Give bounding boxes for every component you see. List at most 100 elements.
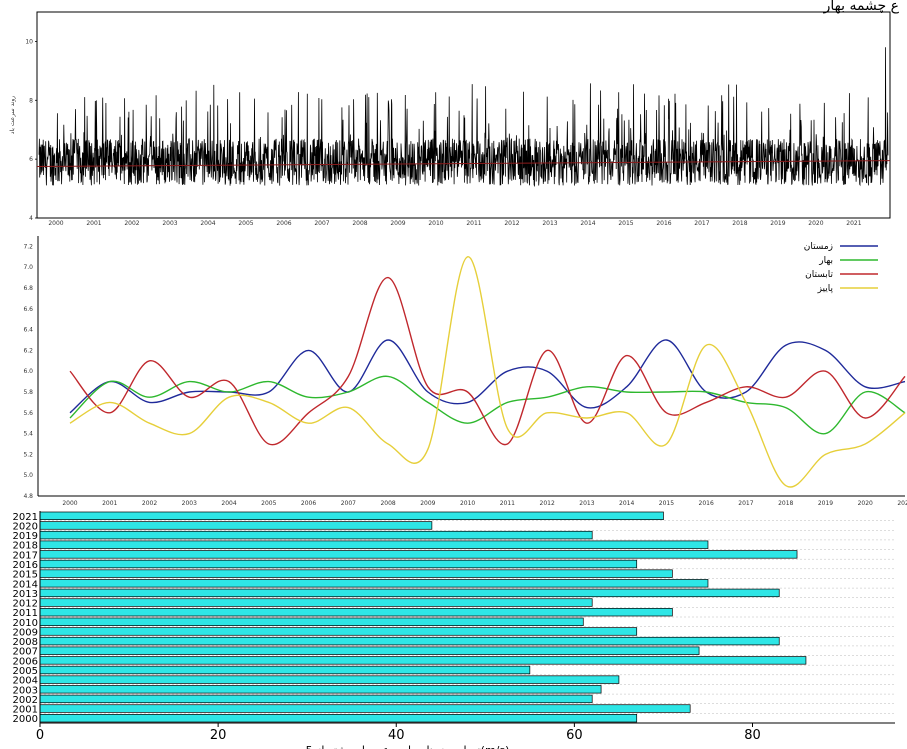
bar-2000 bbox=[39, 714, 638, 723]
x-tick-label: 2019 bbox=[770, 220, 785, 227]
bar-2008 bbox=[39, 636, 780, 646]
y-tick-label: 2014 bbox=[13, 579, 38, 590]
legend-label: تابستان bbox=[805, 270, 833, 280]
seasonal-wind-speed-chart: 4.8 5.0 5.2 5.4 5.6 5.8 6.0 6.2 6.4 6.6 6.8 7.0 7.2 2… bbox=[23, 236, 907, 507]
bar-2007 bbox=[39, 646, 700, 655]
daily-series-line bbox=[38, 47, 889, 188]
x-tick-label: 2002 bbox=[124, 220, 139, 227]
x-tick-label: 2009 bbox=[390, 220, 405, 227]
x-axis-label: تعداد روز های با سرعت باد بیشتر از 5(m/s… bbox=[306, 744, 510, 749]
bar-2006 bbox=[39, 656, 807, 665]
y-tick-label: 6.6 bbox=[23, 306, 33, 313]
x-tick-label: 2021 bbox=[846, 220, 861, 227]
x-tick-label: 2010 bbox=[460, 500, 475, 507]
x-tick-label: 2004 bbox=[200, 220, 215, 227]
trend-line bbox=[36, 160, 891, 167]
y-tick-label: 2006 bbox=[13, 656, 38, 667]
x-tick-label: 2007 bbox=[341, 500, 356, 507]
y-tick-label: 2020 bbox=[13, 521, 38, 532]
y-tick-label: 2004 bbox=[13, 676, 38, 687]
y-tick-label: 8 bbox=[29, 97, 33, 104]
y-tick-label: 2000 bbox=[13, 714, 38, 725]
bar-2004 bbox=[39, 675, 620, 684]
x-tick-label: 2013 bbox=[579, 500, 594, 507]
y-axis-label: روند سرعت باد bbox=[9, 96, 16, 135]
bar-2015 bbox=[39, 569, 673, 578]
x-tick-label: 2001 bbox=[86, 220, 101, 227]
x-tick-label: 2020 bbox=[858, 500, 873, 507]
x-tick-label: 2017 bbox=[738, 500, 753, 507]
x-tick-label: 0 bbox=[36, 728, 44, 743]
x-tick-label: 2001 bbox=[102, 500, 117, 507]
y-tick-label: 5.4 bbox=[23, 431, 33, 438]
x-tick-label: 2011 bbox=[500, 500, 515, 507]
bar-2021 bbox=[39, 511, 664, 520]
y-tick-label: 5.2 bbox=[23, 451, 33, 458]
x-tick-label: 2008 bbox=[352, 220, 367, 227]
bar-2013 bbox=[39, 588, 780, 598]
windy-days-bar-chart: 2000200120022003200420052006200720082009… bbox=[13, 511, 895, 749]
y-tick-label: 2001 bbox=[13, 705, 38, 716]
x-tick-label: 60 bbox=[566, 728, 583, 743]
y-tick-label: 2010 bbox=[13, 618, 38, 629]
bar-2011 bbox=[39, 608, 673, 617]
plot-frame bbox=[36, 11, 891, 219]
bar-2002 bbox=[39, 694, 593, 704]
bar-2016 bbox=[39, 559, 638, 569]
x-tick-label: 2017 bbox=[694, 220, 709, 227]
y-tick-label: 2017 bbox=[13, 550, 38, 561]
x-tick-label: 2006 bbox=[276, 220, 291, 227]
y-tick-label: 2016 bbox=[13, 560, 38, 571]
x-tick-label: 2000 bbox=[48, 220, 63, 227]
y-tick-label: 6.8 bbox=[23, 285, 33, 292]
y-tick-label: 5.6 bbox=[23, 410, 33, 417]
y-tick-label: 2009 bbox=[13, 627, 38, 638]
legend-label: پاییز bbox=[817, 284, 834, 294]
x-tick-label: 2006 bbox=[301, 500, 316, 507]
y-tick-label: 7.0 bbox=[23, 264, 33, 271]
y-tick-label: 2003 bbox=[13, 685, 38, 696]
season-line-3 bbox=[69, 256, 906, 488]
x-tick-label: 2012 bbox=[504, 220, 519, 227]
bar-2005 bbox=[39, 665, 531, 675]
y-tick-label: 5.8 bbox=[23, 389, 33, 396]
y-tick-label: 4 bbox=[29, 215, 33, 222]
bar-2020 bbox=[39, 521, 433, 530]
legend-label: زمستان bbox=[804, 242, 833, 252]
y-tick-label: 2021 bbox=[13, 512, 38, 523]
x-tick-label: 2021 bbox=[897, 500, 907, 507]
header-text: ع چشمه بهار bbox=[823, 0, 899, 14]
x-tick-label: 2014 bbox=[580, 220, 595, 227]
x-tick-label: 2011 bbox=[466, 220, 481, 227]
x-tick-label: 2012 bbox=[540, 500, 555, 507]
bar-2010 bbox=[39, 617, 584, 626]
x-tick-label: 2019 bbox=[818, 500, 833, 507]
x-tick-label: 20 bbox=[210, 728, 227, 743]
y-tick-label: 2005 bbox=[13, 666, 38, 677]
y-tick-label: 10 bbox=[25, 38, 33, 45]
x-tick-label: 2000 bbox=[62, 500, 77, 507]
y-tick-label: 2012 bbox=[13, 599, 38, 610]
season-line-2 bbox=[69, 276, 906, 446]
y-tick-label: 2019 bbox=[13, 531, 38, 542]
x-tick-label: 2003 bbox=[182, 500, 197, 507]
x-tick-label: 2003 bbox=[162, 220, 177, 227]
y-tick-label: 2008 bbox=[13, 637, 38, 648]
y-tick-label: 2015 bbox=[13, 570, 38, 581]
y-tick-label: 2011 bbox=[13, 608, 38, 619]
bar-2017 bbox=[39, 550, 798, 559]
x-tick-label: 2015 bbox=[659, 500, 674, 507]
x-tick-label: 2020 bbox=[808, 220, 823, 227]
daily-wind-speed-chart: 4 6 8 10 2000 2001 2002 2003 2004 2005 2006 2007 200… bbox=[9, 11, 891, 227]
x-tick-label: 2008 bbox=[380, 500, 395, 507]
x-tick-label: 2009 bbox=[420, 500, 435, 507]
x-tick-label: 2004 bbox=[221, 500, 236, 507]
bar-2001 bbox=[39, 704, 691, 713]
x-tick-label: 2016 bbox=[656, 220, 671, 227]
bar-2019 bbox=[39, 530, 593, 540]
x-tick-label: 2005 bbox=[261, 500, 276, 507]
y-tick-label: 5.0 bbox=[23, 472, 33, 479]
y-tick-label: 2002 bbox=[13, 695, 38, 706]
x-tick-label: 2002 bbox=[142, 500, 157, 507]
x-tick-label: 2018 bbox=[732, 220, 747, 227]
